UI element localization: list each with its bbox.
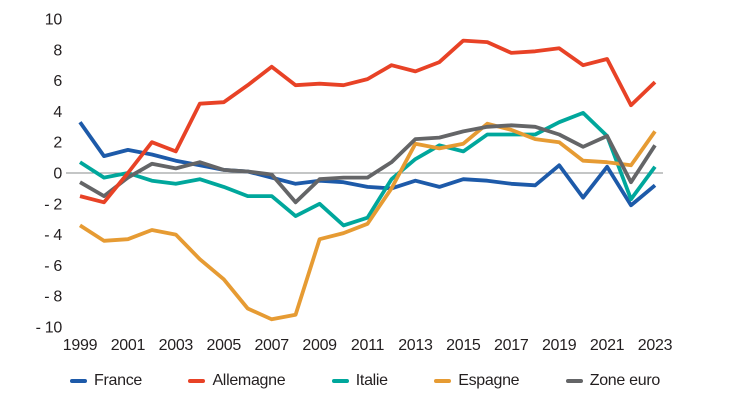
chart-legend: France Allemagne Italie Espagne Zone euro [0,372,730,390]
x-axis-tick-label: 2007 [254,337,289,354]
legend-item-allemagne: Allemagne [188,372,286,390]
x-axis-tick-label: 2019 [542,337,577,354]
x-axis-tick-label: 2023 [638,337,673,354]
x-axis-tick-label: 2017 [494,337,529,354]
legend-label: Allemagne [212,372,286,389]
x-axis-tick-label: 2001 [111,337,146,354]
legend-item-zone-euro: Zone euro [565,372,661,390]
legend-dash-icon [188,379,206,383]
x-axis-tick-label: 2009 [302,337,337,354]
y-axis-tick-label: - 10 [36,320,63,337]
legend-label: Zone euro [589,372,661,389]
x-axis-tick-label: 2003 [159,337,194,354]
legend-dash-icon [331,379,349,383]
y-axis-tick-label: - 6 [44,258,62,275]
legend-dash-icon [565,379,583,383]
y-axis-tick-label: 10 [45,12,63,29]
legend-dash-icon [434,379,452,383]
y-axis-tick-label: 2 [53,135,62,152]
legend-item-espagne: Espagne [434,372,520,390]
legend-item-italie: Italie [331,372,388,390]
y-axis-tick-label: 6 [53,73,62,90]
legend-item-france: France [70,372,142,390]
legend-label: France [94,372,142,389]
series-line-italie [78,111,657,228]
x-axis-tick-label: 2021 [590,337,625,354]
y-axis-tick-label: 4 [53,104,62,121]
x-axis-tick-label: 2011 [351,337,385,354]
legend-dash-icon [70,379,87,383]
series-line-allemagne [79,38,657,205]
y-axis-tick-label: - 8 [44,289,62,306]
x-axis-tick-label: 1999 [63,337,98,354]
x-axis-tick-label: 2013 [398,337,433,354]
series-line-espagne [78,121,657,322]
x-axis-tick-label: 2005 [207,337,242,354]
series-line-france [78,121,657,208]
x-axis-tick-label: 2015 [446,337,481,354]
y-axis-tick-label: 0 [53,166,62,183]
series-line-zone-euro [79,123,657,205]
legend-label: Espagne [458,372,520,389]
y-axis-tick-label: - 2 [44,196,62,213]
legend-label: Italie [355,372,388,389]
y-axis-tick-label: 8 [53,42,62,59]
y-axis-tick-label: - 4 [44,227,62,244]
